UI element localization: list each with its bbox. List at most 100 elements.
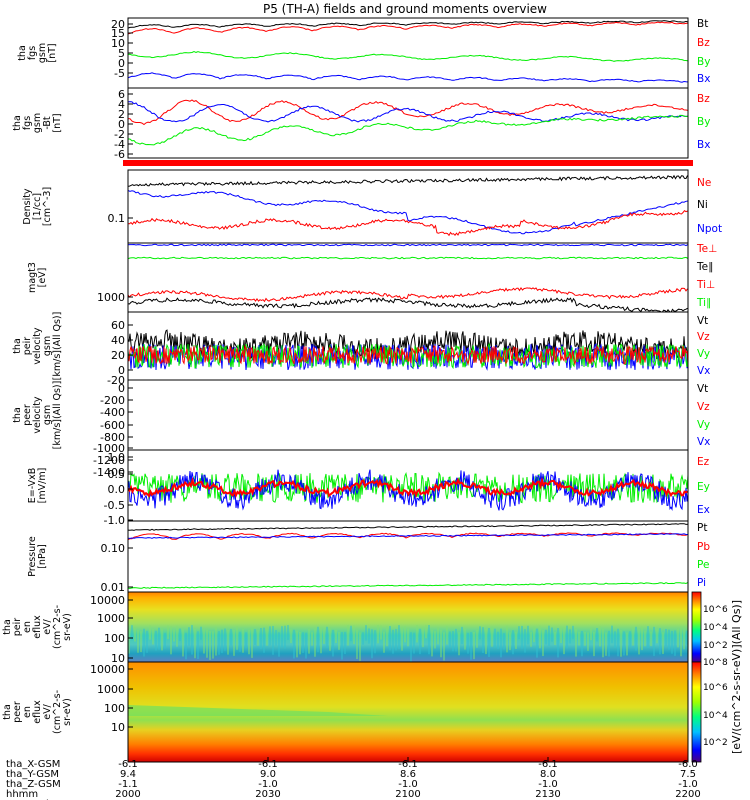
ylabel-peir-velocity-4: [km/s](All Qs)] bbox=[52, 312, 63, 381]
colorbar-label: [eV/(cm^2-s-sr-eV)](All Qs)] bbox=[730, 600, 743, 754]
panel-density: Density [1/cc] [cm^-3] 0.1 Ne Ni Npot bbox=[22, 160, 722, 244]
panel-traces-peir-spec bbox=[128, 592, 688, 662]
trace-vx bbox=[128, 342, 688, 371]
ylabel-temperature-1: [eV] bbox=[37, 268, 48, 288]
legend-fgs-dsl-1: By bbox=[697, 116, 710, 128]
x-col-3-hhmm: 2130 bbox=[535, 789, 560, 800]
panel-pressure: Pressure [nPa] 0.10 0.01 Pt Pb Pe Pi bbox=[27, 520, 710, 594]
ytick-label-peir-velocity-4: -20 bbox=[107, 374, 125, 387]
ytick-label-peir-spec-0: 10000 bbox=[90, 594, 125, 607]
legend-fgs-gsm-3: Bx bbox=[697, 73, 710, 85]
ytick-label-peer-velocity-7: -1400 bbox=[93, 466, 125, 479]
ylabel-peer-velocity-3: gsm bbox=[42, 405, 53, 425]
x-col-0-x: -6.1 bbox=[118, 759, 138, 770]
trace-ex bbox=[128, 469, 688, 511]
ytick-label-efield-3: -0.5 bbox=[104, 499, 125, 512]
ytick-label-peer-velocity-3: -600 bbox=[100, 419, 125, 432]
ylabel-fgs-gsm-2: gsm bbox=[37, 43, 48, 63]
x-row-label-2: tha_Z-GSM bbox=[6, 779, 61, 790]
x-row-label-0: tha_X-GSM bbox=[6, 759, 60, 770]
ytick-label-peer-velocity-6: -1200 bbox=[93, 454, 125, 467]
legend-fgs-dsl-2: Bx bbox=[697, 139, 710, 151]
legend-peer-velocity-0: Vt bbox=[697, 383, 708, 395]
trace-by bbox=[128, 50, 688, 62]
ylabel-peir-spec-6: sr-eV) bbox=[62, 613, 73, 641]
colorbar-tick-l3: 10^2 bbox=[703, 738, 728, 748]
ylabel-peer-spec-6: sr-eV) bbox=[62, 698, 73, 726]
trace-pe bbox=[128, 582, 688, 589]
ylabel-peir-spec-4: eV/ bbox=[42, 618, 53, 634]
panel-traces-temperature bbox=[128, 243, 688, 312]
x-col-4-y: 7.5 bbox=[680, 769, 696, 780]
legend-fgs-gsm-1: Bz bbox=[697, 37, 710, 49]
ylabel-peir-velocity-1: peir bbox=[22, 337, 33, 356]
ytick-label-peir-velocity-0: 60 bbox=[111, 319, 125, 332]
ytick-label-pressure-1: 0.01 bbox=[101, 581, 126, 594]
x-col-2-y: 8.6 bbox=[400, 769, 416, 780]
ylabel-pressure-0: Pressure bbox=[27, 536, 38, 577]
ylabel-peer-spec-2: en bbox=[22, 706, 33, 718]
ylabel-peer-velocity-0: tha bbox=[12, 407, 23, 423]
panel-peer-velocity: tha peer velocity gsm [km/s](All Qs)] 0-200-4… bbox=[12, 379, 710, 479]
colorbar-tick-l2: 10^4 bbox=[703, 711, 728, 721]
ylabel-peir-velocity-3: gsm bbox=[42, 336, 53, 356]
x-col-0-hhmm: 2000 bbox=[115, 789, 140, 800]
legend-peir-velocity-0: Vt bbox=[697, 315, 708, 327]
legend-efield-1: Ey bbox=[697, 481, 710, 493]
trace-pb bbox=[128, 532, 688, 541]
panel-temperature: magt3 [eV] 1000 Te⊥ Te∥ Ti⊥ Ti∥ bbox=[27, 242, 717, 313]
ylabel-peer-velocity-2: velocity bbox=[32, 396, 43, 434]
ytick-label-efield-1: 0.5 bbox=[108, 468, 126, 481]
trace-ni bbox=[128, 174, 688, 187]
ylabel-efield-0: E=-VxB bbox=[27, 468, 38, 503]
x-col-4-z: -1.0 bbox=[678, 779, 698, 790]
ytick-label-fgs-dsl-6: -6 bbox=[114, 148, 125, 161]
ylabel-fgs-dsl-4: [nT] bbox=[52, 113, 63, 132]
trace-ti-perp bbox=[128, 286, 688, 303]
ylabel-fgs-dsl-1: fgs bbox=[22, 116, 33, 130]
trace-npot bbox=[128, 190, 688, 235]
colorbar-tick-u0: 10^6 bbox=[703, 605, 728, 615]
x-col-3-x: -6.1 bbox=[538, 759, 558, 770]
ylabel-peir-spec-0: tha bbox=[2, 619, 13, 635]
ytick-label-pressure-0: 0.10 bbox=[101, 542, 126, 555]
trace-ti-par bbox=[128, 297, 688, 312]
panel-frame-peer-velocity bbox=[127, 379, 689, 451]
legend-density-1: Ni bbox=[697, 199, 708, 211]
density-flag-bar bbox=[123, 160, 693, 166]
trace-ey bbox=[128, 471, 688, 504]
ytick-label-peir-spec-1: 1000 bbox=[97, 612, 125, 625]
ytick-label-peir-spec-3: 10 bbox=[111, 652, 125, 665]
ylabel-peer-spec-4: eV/ bbox=[42, 703, 53, 719]
ytick-label-efield-0: 1.0 bbox=[108, 451, 126, 464]
plot-title: P5 (TH-A) fields and ground moments over… bbox=[263, 2, 547, 16]
panel-traces-efield bbox=[128, 469, 688, 511]
ytick-label-fgs-dsl-4: -2 bbox=[114, 128, 125, 141]
legend-pressure-3: Pi bbox=[697, 577, 706, 589]
panel-traces-fgs-dsl bbox=[128, 99, 688, 146]
panel-traces-pressure bbox=[128, 523, 688, 589]
ylabel-fgs-dsl-3: -Bt bbox=[42, 116, 53, 130]
ytick-label-peer-spec-1: 1000 bbox=[97, 683, 125, 696]
ylabel-efield-1: [mV/m] bbox=[37, 468, 48, 504]
trace-bz bbox=[128, 21, 688, 35]
panel-frame-fgs-dsl bbox=[127, 87, 689, 159]
legend-peer-velocity-2: Vy bbox=[697, 419, 710, 431]
trace-te-perp bbox=[128, 243, 688, 247]
ylabel-peer-velocity-1: peer bbox=[22, 404, 33, 426]
ytick-label-fgs-dsl-3: 0 bbox=[118, 118, 125, 131]
legend-pressure-0: Pt bbox=[697, 522, 707, 534]
ytick-label-fgs-gsm-2: 10 bbox=[111, 37, 125, 50]
ylabel-fgs-gsm-0: tha bbox=[17, 45, 28, 61]
panel-peir-spec: tha peir en eflux eV/(cm^2-s-sr-eV) 10000 1000… bbox=[2, 591, 689, 665]
ytick-label-fgs-gsm-0: 20 bbox=[111, 18, 125, 31]
colorbar-tick-l0: 10^8 bbox=[703, 658, 728, 668]
ytick-label-fgs-dsl-0: 6 bbox=[118, 88, 125, 101]
ylabel-fgs-dsl-0: tha bbox=[12, 115, 23, 131]
legend-efield-2: Ex bbox=[697, 504, 710, 516]
ytick-label-peir-velocity-1: 40 bbox=[111, 334, 125, 347]
x-row-label-1: tha_Y-GSM bbox=[6, 769, 59, 780]
trace-dby bbox=[128, 114, 688, 146]
